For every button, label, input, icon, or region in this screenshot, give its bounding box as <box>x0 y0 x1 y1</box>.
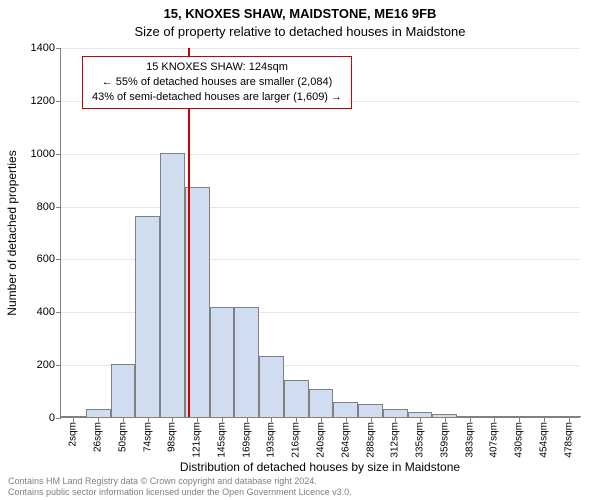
x-tick-label: 216sqm <box>291 422 302 458</box>
y-tick-label: 1000 <box>31 148 61 160</box>
histogram-bar <box>383 409 408 417</box>
y-tick-label: 0 <box>49 412 61 424</box>
x-tick-label: 383sqm <box>464 422 475 458</box>
annotation-line: 15 KNOXES SHAW: 124sqm <box>89 60 345 75</box>
gridline <box>61 207 580 208</box>
x-tick-label: 407sqm <box>489 422 500 458</box>
y-tick-label: 400 <box>37 306 61 318</box>
annotation-line: 43% of semi-detached houses are larger (… <box>89 90 345 105</box>
x-tick-label: 145sqm <box>216 422 227 458</box>
x-tick-label: 264sqm <box>340 422 351 458</box>
footer-line2: Contains public sector information licen… <box>8 487 352 498</box>
chart-title-description: Size of property relative to detached ho… <box>0 24 600 39</box>
y-axis-title: Number of detached properties <box>5 150 19 315</box>
footer-attribution: Contains HM Land Registry data © Crown c… <box>8 476 352 498</box>
x-tick-label: 193sqm <box>266 422 277 458</box>
histogram-bar <box>86 409 111 417</box>
y-tick-label: 1400 <box>31 42 61 54</box>
annotation-line: ← 55% of detached houses are smaller (2,… <box>89 75 345 90</box>
annotation-box: 15 KNOXES SHAW: 124sqm← 55% of detached … <box>82 56 352 109</box>
histogram-bar <box>210 307 235 417</box>
x-tick-label: 169sqm <box>241 422 252 458</box>
y-tick-label: 600 <box>37 253 61 265</box>
footer-line1: Contains HM Land Registry data © Crown c… <box>8 476 352 487</box>
histogram-bar <box>111 364 136 417</box>
x-tick-label: 430sqm <box>514 422 525 458</box>
x-tick-label: 74sqm <box>142 422 153 452</box>
gridline <box>61 48 580 49</box>
y-tick-label: 800 <box>37 201 61 213</box>
x-tick-label: 2sqm <box>68 422 79 446</box>
histogram-bar <box>333 402 358 417</box>
histogram-bar <box>358 404 383 417</box>
histogram-bar <box>284 380 309 417</box>
histogram-bar <box>259 356 284 417</box>
x-tick-label: 121sqm <box>192 422 203 458</box>
x-tick-label: 26sqm <box>93 422 104 452</box>
x-tick-label: 454sqm <box>538 422 549 458</box>
y-tick-label: 1200 <box>31 95 61 107</box>
x-tick-label: 288sqm <box>365 422 376 458</box>
histogram-bar <box>234 307 259 417</box>
x-tick-label: 359sqm <box>439 422 450 458</box>
x-tick-label: 98sqm <box>167 422 178 452</box>
histogram-bar <box>160 153 185 417</box>
x-tick-label: 312sqm <box>390 422 401 458</box>
x-tick-label: 240sqm <box>316 422 327 458</box>
chart-title-address: 15, KNOXES SHAW, MAIDSTONE, ME16 9FB <box>0 6 600 21</box>
x-axis-title: Distribution of detached houses by size … <box>60 460 580 474</box>
gridline <box>61 154 580 155</box>
x-tick-label: 50sqm <box>117 422 128 452</box>
x-tick-label: 335sqm <box>415 422 426 458</box>
histogram-bar <box>309 389 334 417</box>
histogram-bar <box>135 216 160 417</box>
x-tick-label: 478sqm <box>563 422 574 458</box>
y-tick-label: 200 <box>37 359 61 371</box>
